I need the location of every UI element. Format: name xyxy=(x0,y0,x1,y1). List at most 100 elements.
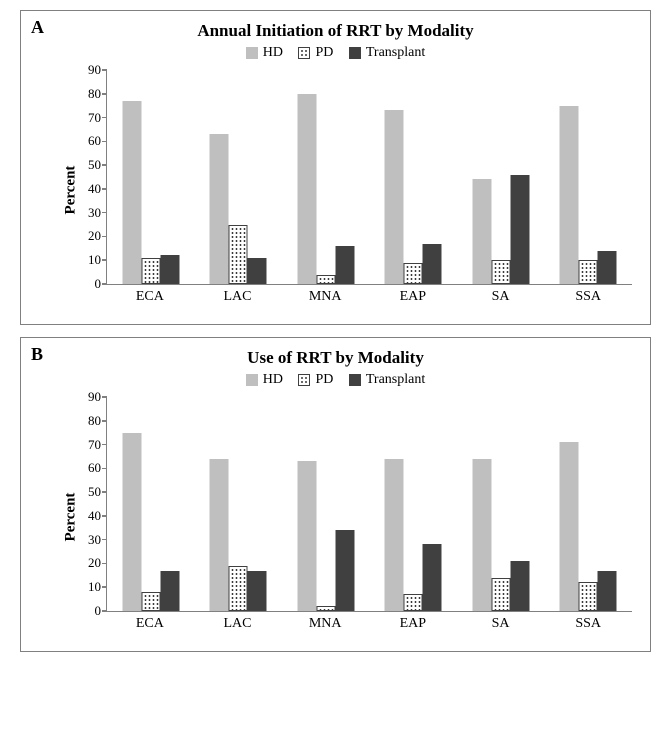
legend-label-transplant: Transplant xyxy=(366,45,425,61)
legend-swatch-hd xyxy=(246,374,258,386)
bar-pd xyxy=(404,263,423,284)
figure-root: A Annual Initiation of RRT by Modality H… xyxy=(0,0,671,753)
xlabel: LAC xyxy=(194,285,282,310)
xlabel: SSA xyxy=(544,612,632,637)
legend-item-hd: HD xyxy=(246,45,283,61)
bar-transplant xyxy=(160,571,179,611)
ytick-mark xyxy=(102,236,107,238)
xlabel: LAC xyxy=(194,612,282,637)
bar-transplant xyxy=(160,255,179,284)
panel-a-ylabel: Percent xyxy=(63,166,80,215)
bar-cluster xyxy=(210,70,267,284)
legend-label-hd: HD xyxy=(263,45,283,61)
legend-swatch-pd xyxy=(298,47,310,59)
bar-group xyxy=(107,397,195,611)
xlabel: SSA xyxy=(544,285,632,310)
bar-hd xyxy=(210,459,229,611)
legend-item-transplant: Transplant xyxy=(349,372,425,388)
ytick-mark xyxy=(102,259,107,261)
legend-item-pd: PD xyxy=(298,45,333,61)
bar-hd xyxy=(385,459,404,611)
panel-b: B Use of RRT by Modality HD PD Transplan… xyxy=(20,337,651,652)
bar-transplant xyxy=(510,175,529,284)
bar-cluster xyxy=(560,70,617,284)
ytick-mark xyxy=(102,141,107,143)
bar-group xyxy=(282,70,370,284)
bar-cluster xyxy=(472,397,529,611)
bar-cluster xyxy=(297,70,354,284)
ytick-mark xyxy=(102,188,107,190)
ytick-mark xyxy=(102,539,107,541)
bar-transplant xyxy=(335,530,354,611)
ytick-mark xyxy=(102,444,107,446)
bar-pd xyxy=(141,592,160,611)
legend-label-pd: PD xyxy=(315,372,333,388)
bar-transplant xyxy=(423,244,442,284)
bar-pd xyxy=(579,582,598,611)
bar-group xyxy=(457,70,545,284)
xlabel: MNA xyxy=(281,285,369,310)
legend-item-hd: HD xyxy=(246,372,283,388)
legend-swatch-transplant xyxy=(349,47,361,59)
xlabel: ECA xyxy=(106,285,194,310)
bar-pd xyxy=(141,258,160,284)
bar-transplant xyxy=(335,246,354,284)
xlabel: SA xyxy=(457,612,545,637)
panel-a-chart-area: Percent 0102030405060708090 ECALACMNAEAP… xyxy=(71,70,632,310)
bar-hd xyxy=(385,110,404,284)
bar-cluster xyxy=(122,70,179,284)
bar-group xyxy=(545,397,633,611)
legend-swatch-hd xyxy=(246,47,258,59)
ytick-mark xyxy=(102,396,107,398)
bar-hd xyxy=(560,442,579,611)
bar-pd xyxy=(491,578,510,611)
bar-pd xyxy=(579,260,598,284)
ytick-mark xyxy=(102,164,107,166)
bar-hd xyxy=(560,106,579,284)
bar-group xyxy=(107,70,195,284)
panel-b-chart-area: Percent 0102030405060708090 ECALACMNAEAP… xyxy=(71,397,632,637)
bar-hd xyxy=(297,461,316,611)
panel-b-plot: 0102030405060708090 xyxy=(106,397,632,612)
legend-item-pd: PD xyxy=(298,372,333,388)
panel-a-plot: 0102030405060708090 xyxy=(106,70,632,285)
ytick-mark xyxy=(102,515,107,517)
ytick-mark xyxy=(102,586,107,588)
bar-pd xyxy=(316,606,335,611)
xlabel: EAP xyxy=(369,612,457,637)
bar-group xyxy=(195,397,283,611)
panel-b-xlabels: ECALACMNAEAPSASSA xyxy=(106,612,632,637)
bar-hd xyxy=(472,459,491,611)
bar-hd xyxy=(472,179,491,284)
bar-transplant xyxy=(423,544,442,611)
bar-hd xyxy=(122,101,141,284)
ytick-mark xyxy=(102,468,107,470)
bar-transplant xyxy=(598,251,617,284)
bar-hd xyxy=(210,134,229,284)
bar-cluster xyxy=(122,397,179,611)
legend-swatch-pd xyxy=(298,374,310,386)
bar-transplant xyxy=(248,258,267,284)
ytick-mark xyxy=(102,563,107,565)
bar-group xyxy=(370,397,458,611)
panel-b-ylabel: Percent xyxy=(63,493,80,542)
bar-pd xyxy=(491,260,510,284)
xlabel: ECA xyxy=(106,612,194,637)
ytick-mark xyxy=(102,93,107,95)
xlabel: EAP xyxy=(369,285,457,310)
panel-a-xlabels: ECALACMNAEAPSASSA xyxy=(106,285,632,310)
bar-group xyxy=(195,70,283,284)
panel-b-legend: HD PD Transplant xyxy=(31,372,640,391)
bar-pd xyxy=(404,594,423,611)
legend-swatch-transplant xyxy=(349,374,361,386)
bar-transplant xyxy=(510,561,529,611)
bar-pd xyxy=(229,225,248,284)
bar-cluster xyxy=(385,397,442,611)
legend-label-hd: HD xyxy=(263,372,283,388)
ytick-mark xyxy=(102,420,107,422)
bar-group xyxy=(370,70,458,284)
legend-item-transplant: Transplant xyxy=(349,45,425,61)
panel-a-groups xyxy=(107,70,632,284)
bar-cluster xyxy=(560,397,617,611)
ytick-mark xyxy=(102,69,107,71)
